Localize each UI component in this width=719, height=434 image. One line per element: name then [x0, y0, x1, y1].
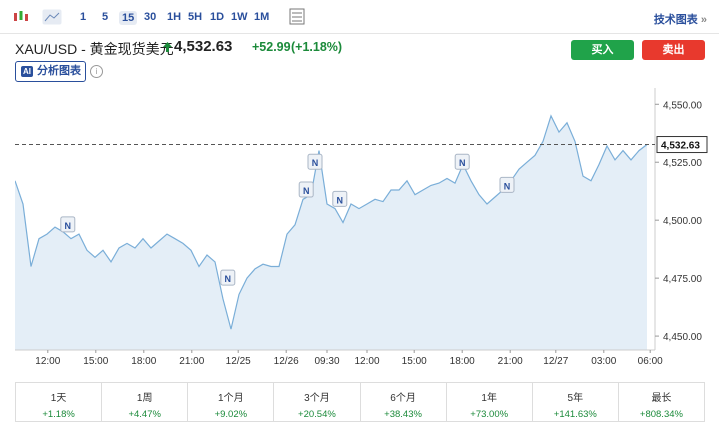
change: +20.54%	[298, 409, 336, 420]
interval[interactable]: 1	[80, 11, 87, 23]
price-line-series	[15, 114, 648, 330]
change-pct: (+1.18%)	[291, 40, 343, 54]
up-arrow	[163, 42, 172, 52]
y-tick-label: 4,475.00	[663, 274, 702, 285]
x-tick-label: 18:00	[450, 356, 475, 367]
period: 5年	[567, 393, 584, 404]
news-marker-label: N	[459, 158, 466, 168]
y-tick-label: 4,450.00	[663, 332, 702, 343]
performance-cell[interactable]: 1天 +1.18%	[16, 383, 103, 421]
x-tick-label: 06:00	[638, 356, 663, 367]
interval[interactable]: 1M	[254, 11, 270, 23]
candle-icon[interactable]	[12, 9, 30, 25]
y-tick-label: 4,550.00	[663, 100, 702, 111]
performance-cell[interactable]: 5年 +141.63%	[533, 383, 619, 421]
x-tick-label: 12/26	[274, 356, 299, 367]
period: 最长	[651, 393, 672, 404]
arrow: »	[700, 14, 707, 26]
sell-button[interactable]: 卖出	[642, 40, 705, 60]
interval[interactable]: 1D	[210, 11, 225, 23]
x-tick-label: 12:00	[35, 356, 60, 367]
x-tick-label: 12/25	[226, 356, 251, 367]
ai-badge: AI	[21, 66, 33, 77]
change: +38.43%	[384, 409, 422, 420]
news-marker	[298, 181, 314, 198]
price-label: 4,532.63	[661, 141, 700, 152]
interval[interactable]: 5H	[188, 11, 203, 23]
price: 4,532.63	[174, 38, 233, 55]
divider	[0, 33, 719, 34]
performance-cell[interactable]: 1年 +73.00%	[447, 383, 533, 421]
ai-button[interactable]: AI 分析图表	[15, 61, 86, 82]
period: 1个月	[218, 393, 244, 404]
news-marker-label: N	[337, 195, 344, 205]
news-marker	[332, 190, 348, 207]
news-marker-label: N	[303, 186, 310, 196]
buy-button[interactable]: 买入	[571, 40, 634, 60]
performance-cell[interactable]: 6个月 +38.43%	[361, 383, 447, 421]
area-fill	[15, 115, 647, 350]
news-marker-label: N	[312, 158, 319, 168]
x-tick-label: 15:00	[83, 356, 108, 367]
interval[interactable]: 1W	[231, 11, 248, 23]
x-tick-label: 18:00	[131, 356, 156, 367]
change: +1.18%	[42, 409, 75, 420]
change: +808.34%	[639, 409, 683, 420]
x-tick-label: 15:00	[402, 356, 427, 367]
info-icon[interactable]: i	[90, 65, 103, 78]
performance-cell[interactable]: 1个月 +9.02%	[188, 383, 275, 421]
news-marker-label: N	[504, 181, 511, 191]
x-tick-label: 03:00	[591, 356, 616, 367]
tech-chart-link[interactable]: 技术图表 »	[654, 11, 707, 27]
news-marker-label: N	[65, 221, 72, 231]
interval[interactable]: 15	[119, 11, 138, 25]
news-marker	[454, 153, 470, 170]
performance-cell[interactable]: 1周 +4.47%	[102, 383, 189, 421]
ai-label: 分析图表	[37, 65, 81, 77]
tech-chart[interactable]: 技术图表	[653, 14, 698, 26]
performance-cell[interactable]: 最长 +808.34%	[619, 383, 704, 421]
change: +73.00%	[470, 409, 509, 420]
news-marker	[220, 269, 236, 286]
period: 6个月	[390, 393, 416, 404]
news-marker	[307, 153, 323, 170]
y-tick-label: 4,500.00	[663, 216, 702, 227]
interval[interactable]: 5	[102, 11, 109, 23]
price-label-box	[656, 136, 708, 154]
symbol: XAU/USD - 黄金现货美元	[15, 41, 174, 57]
x-tick-label: 21:00	[498, 356, 523, 367]
y-tick-label: 4,525.00	[663, 158, 702, 169]
table-icon[interactable]	[289, 8, 305, 25]
performance: 1天 +1.18% 1周 +4.47% 1个月 +9.02% 3个月 +20.54% 6个月 +3…	[15, 382, 705, 422]
interval[interactable]: 1H	[167, 11, 182, 23]
interval[interactable]: 30	[144, 11, 157, 23]
period: 1天	[50, 393, 67, 404]
news-marker	[499, 176, 515, 193]
chart: Investing.com4,450.004,475.004,500.004,5…	[15, 88, 708, 367]
period: 3个月	[304, 393, 330, 404]
area-icon[interactable]	[42, 9, 62, 25]
x-tick-label: 12:00	[354, 356, 379, 367]
x-tick-label: 21:00	[179, 356, 204, 367]
change: +52.99	[252, 40, 291, 54]
change: +141.63%	[553, 409, 597, 420]
x-tick-label: 12/27	[543, 356, 568, 367]
toolbar: 1 5 15 30 1H 5H 1D 1W 1M 技术图表 »	[0, 0, 719, 34]
performance-cell[interactable]: 3个月 +20.54%	[274, 383, 361, 421]
news-marker-label: N	[225, 274, 232, 284]
change: +4.47%	[128, 409, 161, 420]
change: +9.02%	[214, 409, 248, 420]
news-marker	[60, 216, 76, 233]
period: 1年	[481, 393, 497, 404]
period: 1周	[136, 393, 153, 404]
x-tick-label: 09:30	[314, 356, 339, 367]
